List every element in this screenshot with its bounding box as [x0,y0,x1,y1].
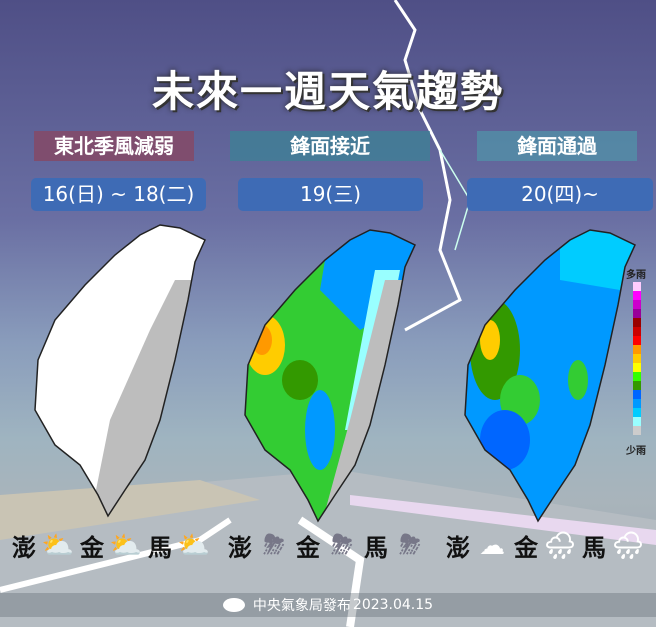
legend-swatch [633,372,641,381]
footer-agency: 中央氣象局發布 [252,598,351,614]
legend-swatch [633,282,641,291]
island-weather-row: 澎 ⛈ 金 ⛈ 馬 ⛈ [228,528,430,563]
map-panel-3 [464,229,636,522]
cwb-logo-icon [222,598,245,612]
date-label: 16(日) ~ 18(二) [31,178,206,211]
legend-swatch [633,399,641,408]
island-name: 金 [296,534,320,562]
legend-swatch [633,318,641,327]
footer: 中央氣象局發布 2023.04.15 [0,593,656,617]
island-name: 金 [80,534,104,562]
page-title: 未來一週天氣趨勢 [151,67,504,116]
legend-swatch [633,426,641,435]
island-name: 澎 [12,534,36,562]
island-weather-row: 澎 ☁ 金 🌧 馬 🌧 [446,528,648,563]
cloudy-rain-icon: 🌧 [543,530,577,561]
island-name: 馬 [148,534,172,562]
date-label: 20(四)~ [467,178,653,211]
island-name: 澎 [446,534,470,562]
footer-date: 2023.04.15 [352,597,434,613]
island-weather-row: 澎 ⛅ 金 ⛅ 馬 ⛅ [12,528,214,563]
legend-swatch [633,408,641,417]
map-panel-1 [34,224,206,517]
map-panel-2 [244,229,416,522]
legend-swatch [633,291,641,300]
thunderstorm-icon: ⛈ [399,530,421,560]
island-name: 金 [514,534,538,562]
phase-label: 鋒面接近 [230,131,430,161]
phase-label: 鋒面通過 [477,131,637,161]
rainfall-legend [633,282,641,435]
legend-swatch [633,345,641,354]
cloudy-icon: ☁ [479,530,505,561]
legend-swatch [633,327,641,336]
date-label: 19(三) [238,178,423,211]
legend-swatch [633,363,641,372]
legend-swatch [633,300,641,309]
legend-swatch [633,309,641,318]
legend-swatch [633,336,641,345]
phase-label: 東北季風減弱 [34,131,194,161]
sun-behind-cloud-icon: ⛅ [177,530,211,561]
cloudy-rain-icon: 🌧 [611,530,645,561]
island-name: 馬 [364,534,388,562]
legend-swatch [633,417,641,426]
legend-top-label: 多雨 [626,270,646,281]
legend-swatch [633,354,641,363]
island-name: 馬 [582,534,606,562]
sun-behind-cloud-icon: ⛅ [41,530,75,561]
legend-bottom-label: 少雨 [626,446,646,457]
thunderstorm-icon: ⛈ [263,530,285,560]
sun-behind-cloud-icon: ⛅ [109,530,143,561]
legend-swatch [633,381,641,390]
island-name: 澎 [228,534,252,562]
legend-swatch [633,390,641,399]
thunderstorm-icon: ⛈ [331,530,353,560]
